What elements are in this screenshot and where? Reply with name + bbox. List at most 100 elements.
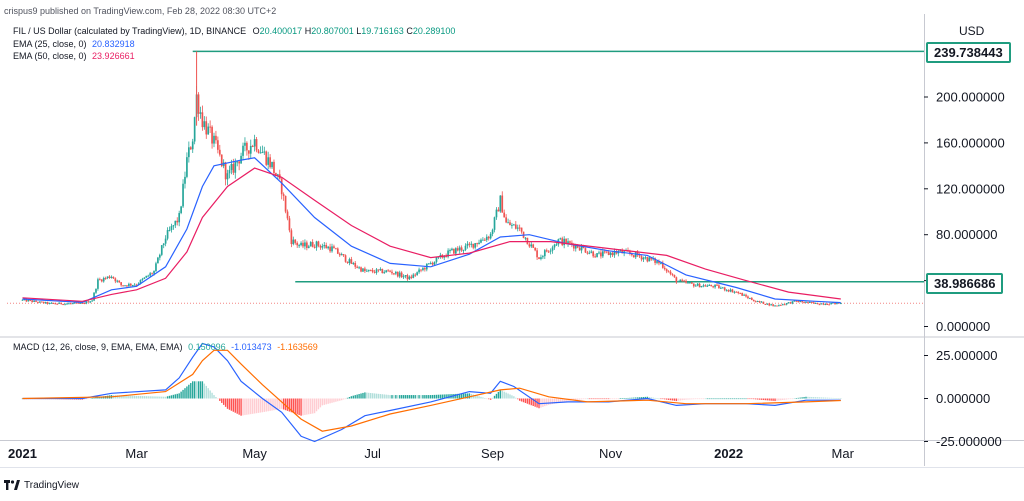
macd-hist-bar <box>207 388 209 399</box>
macd-hist-bar <box>499 389 502 399</box>
candle-body <box>689 282 691 284</box>
grid <box>0 14 1024 468</box>
candle-body <box>52 302 55 304</box>
macd-hist-bar <box>826 397 828 399</box>
macd-hist-bar <box>623 398 625 399</box>
candle-body <box>201 112 204 128</box>
candle-body <box>288 218 291 231</box>
macd-hist-bar <box>300 398 302 416</box>
macd-hist-bar <box>97 397 99 399</box>
candle-body <box>261 152 264 154</box>
macd-hist-bar <box>518 398 521 401</box>
macd-hist-bar <box>315 398 318 412</box>
candle-body <box>665 269 668 272</box>
candle-body <box>81 302 84 304</box>
time-axis-label: 2021 <box>8 446 37 461</box>
macd-hist-bar <box>598 398 600 400</box>
candle-body <box>781 304 784 306</box>
candle-body <box>325 244 328 249</box>
signal-line <box>22 349 841 432</box>
macd-hist-bar <box>447 394 449 399</box>
candle-body <box>91 300 93 302</box>
candles <box>21 51 842 307</box>
candle-body <box>745 294 747 297</box>
macd-hist-bar <box>184 388 186 399</box>
candle-body <box>259 152 262 154</box>
macd-hist-bar <box>652 397 654 399</box>
macd-hist-bar <box>836 398 838 399</box>
candle-body <box>433 261 436 265</box>
macd-hist-bar <box>507 393 509 399</box>
macd-hist-bar <box>547 398 550 405</box>
candle-body <box>801 301 803 303</box>
macd-hist-bar <box>609 398 612 400</box>
footer-brand[interactable]: TradingView <box>4 478 79 492</box>
macd-hist-bar <box>586 398 589 400</box>
macd-hist-bar <box>557 398 560 403</box>
candle-body <box>406 275 409 280</box>
candle-body <box>199 112 202 114</box>
macd-hist-bar <box>279 398 281 410</box>
macd-hist-bar <box>116 395 118 399</box>
candle-body <box>27 300 30 302</box>
macd-hist-bar <box>135 395 138 399</box>
candle-body <box>389 270 391 272</box>
macd-hist-bar <box>824 397 827 399</box>
macd-hist-bar <box>304 398 306 415</box>
macd-hist-bar <box>627 397 629 399</box>
macd-hist-bar <box>230 398 233 411</box>
macd-hist-bar <box>340 398 343 401</box>
candle-body <box>642 257 645 260</box>
candle-body <box>795 300 798 302</box>
candle-body <box>184 176 186 184</box>
candle-body <box>313 246 316 248</box>
candle-body <box>646 257 649 262</box>
candle-body <box>776 305 778 307</box>
macd-hist-bar <box>259 398 262 413</box>
candle-body <box>228 170 231 174</box>
candle-body <box>60 302 63 305</box>
candle-body <box>478 242 480 245</box>
macd-hist-bar <box>306 398 308 415</box>
macd-hist-bar <box>513 396 515 399</box>
macd-hist-bar <box>267 398 269 412</box>
candle-body <box>166 230 169 239</box>
macd-hist-bar <box>397 395 399 399</box>
macd-hist-bar <box>460 393 463 399</box>
candle-body <box>139 279 142 284</box>
candle-body <box>176 220 179 223</box>
macd-hist-bar <box>151 396 153 399</box>
candle-body <box>377 269 380 271</box>
macd-hist-bar <box>509 394 511 399</box>
macd-hist-bar <box>778 398 780 401</box>
candle-body <box>830 303 832 305</box>
candle-body <box>824 304 827 306</box>
macd-hist-bar <box>222 398 225 405</box>
macd-hist-bar <box>486 398 488 400</box>
candle-body <box>807 301 809 303</box>
macd-hist-bar <box>261 398 264 413</box>
macd-hist-bar <box>791 398 794 400</box>
macd-hist-bar <box>565 398 567 402</box>
candle-body <box>476 243 478 245</box>
axes: 0.00000040.00000080.000000120.000000160.… <box>8 90 1005 462</box>
macd-hist-bar <box>296 398 298 415</box>
candle-body <box>764 303 767 305</box>
candle-body <box>561 238 564 246</box>
macd-hist-bar <box>159 396 161 399</box>
macd-hist-bar <box>818 397 821 399</box>
time-axis-label: 2022 <box>714 446 743 461</box>
candle-body <box>135 284 138 286</box>
macd-hist-bar <box>457 393 459 399</box>
candle-body <box>275 173 277 177</box>
macd-line <box>22 342 841 443</box>
price-axis-label: 120.000000 <box>936 181 1005 196</box>
macd-hist-bar <box>828 397 830 399</box>
macd-hist-bar <box>248 398 250 415</box>
macd-hist-bar <box>176 393 178 399</box>
candle-body <box>348 259 351 263</box>
candle-body <box>528 244 531 247</box>
candle-body <box>213 135 215 144</box>
macd-hist-bar <box>517 398 519 400</box>
